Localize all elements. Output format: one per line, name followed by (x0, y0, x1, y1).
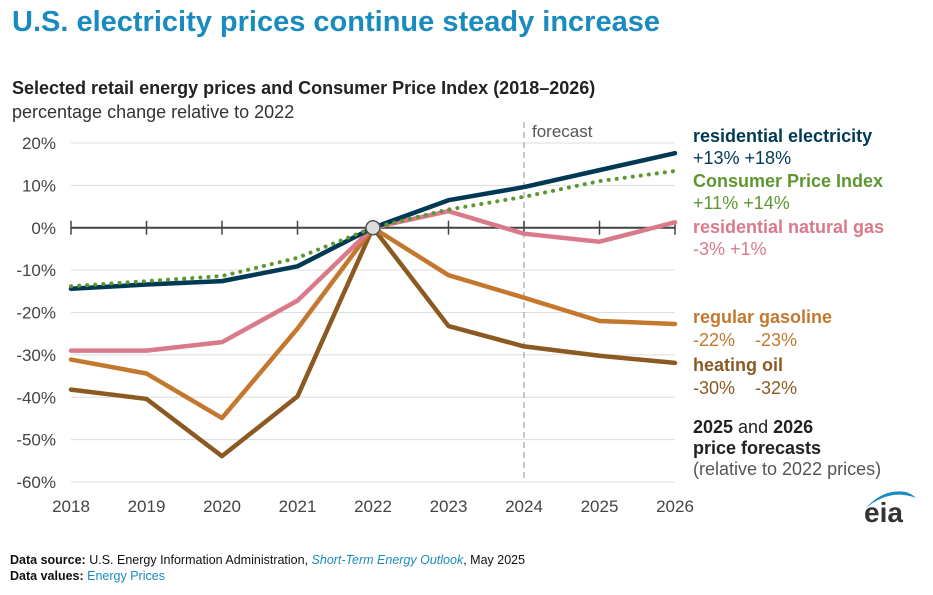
x-tick-label: 2018 (52, 497, 90, 516)
series-line-heating-oil (68, 225, 678, 459)
x-tick-label: 2026 (656, 497, 694, 516)
note-line3: (relative to 2022 prices) (693, 459, 882, 479)
y-tick-label: -60% (16, 473, 56, 492)
legend-gasoline-name: regular gasoline (693, 307, 833, 327)
base-year-marker (365, 220, 381, 236)
legend-gasoline-values: -22% -23% (693, 330, 798, 350)
y-tick-label: 0% (31, 219, 56, 238)
y-tick-label: -20% (16, 304, 56, 323)
y-tick-label: -10% (16, 261, 56, 280)
footer: Data source: U.S. Energy Information Adm… (10, 552, 525, 584)
legend-electricity-name: residential electricity (693, 126, 873, 146)
x-tick-label: 2023 (430, 497, 468, 516)
forecast-label: forecast (532, 122, 593, 141)
series-line-regular-gasoline (68, 225, 678, 421)
x-tick-label: 2020 (203, 497, 241, 516)
note-year2: 2026 (773, 417, 814, 437)
x-tick-label: 2025 (581, 497, 619, 516)
x-tick-label: 2019 (128, 497, 166, 516)
svg-text:eia: eia (864, 497, 903, 526)
y-tick-label: -30% (16, 346, 56, 365)
y-tick-label: -50% (16, 431, 56, 450)
values-link[interactable]: Energy Prices (87, 569, 165, 583)
source-date: , May 2025 (463, 553, 526, 567)
x-tick-label: 2022 (354, 497, 392, 516)
values-label: Data values: (10, 569, 84, 583)
legend-heatingoil-name: heating oil (693, 355, 783, 375)
legend-natgas-name: residential natural gas (693, 217, 885, 237)
chart-units: percentage change relative to 2022 (12, 102, 295, 122)
note-and: and (733, 417, 774, 437)
y-tick-label: 10% (22, 176, 56, 195)
legend-natgas-values: -3% +1% (693, 239, 767, 259)
note-line2: price forecasts (693, 438, 822, 458)
legend-cpi-name: Consumer Price Index (693, 171, 884, 191)
x-tick-label: 2021 (279, 497, 317, 516)
legend-heatingoil-values: -30% -32% (693, 378, 798, 398)
chart-subtitle: Selected retail energy prices and Consum… (12, 78, 596, 98)
eia-logo: eia (860, 486, 920, 531)
source-link[interactable]: Short-Term Energy Outlook (311, 553, 464, 567)
source-text: U.S. Energy Information Administration, (85, 553, 312, 567)
y-tick-label: 20% (22, 134, 56, 153)
legend-cpi-values: +11% +14% (693, 193, 790, 213)
chart-title: U.S. electricity prices continue steady … (12, 6, 660, 38)
legend-electricity-values: +13% +18% (693, 148, 792, 168)
source-label: Data source: (10, 553, 86, 567)
forecast-note: 2025 and 2026 price forecasts (relative … (693, 417, 881, 480)
eia-logo-swoosh: eia (864, 491, 916, 528)
x-tick-label: 2024 (505, 497, 543, 516)
y-tick-label: -40% (16, 388, 56, 407)
note-year1: 2025 (693, 417, 734, 437)
